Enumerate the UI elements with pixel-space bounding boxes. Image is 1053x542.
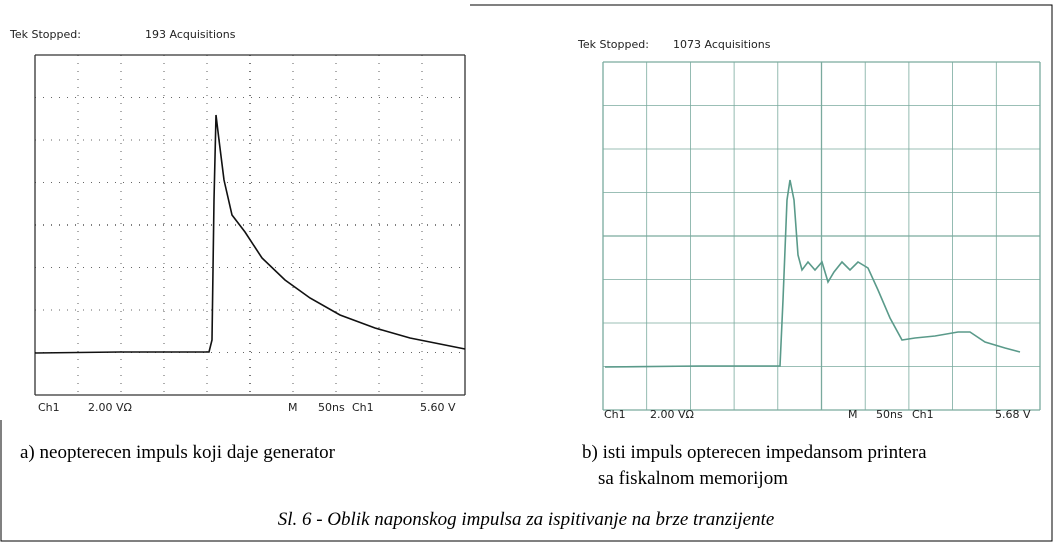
figure: Tek Stopped: 193 Acquisitions Ch1 2.00 V… bbox=[0, 0, 1053, 542]
figure-caption: Sl. 6 - Oblik naponskog impulsa za ispit… bbox=[278, 509, 775, 530]
scope-trigger-channel: Ch1 bbox=[912, 408, 934, 421]
scope-acquisitions: 193 Acquisitions bbox=[145, 28, 236, 41]
panel-caption: a) neopterecen impuls koji daje generato… bbox=[20, 442, 336, 463]
scope-trigger-level: 5.68 V bbox=[995, 408, 1031, 421]
scope-timebase: 50ns bbox=[876, 408, 903, 421]
scope-scale: 2.00 VΩ bbox=[88, 401, 132, 414]
scope-scale: 2.00 VΩ bbox=[650, 408, 694, 421]
panel-caption: b) isti impuls opterecen impedansom prin… bbox=[582, 442, 927, 463]
scope-timebase-label: M bbox=[288, 401, 298, 414]
scope-acquisitions: 1073 Acquisitions bbox=[673, 38, 771, 51]
scope-status: Tek Stopped: bbox=[577, 38, 649, 51]
scope-timebase-label: M bbox=[848, 408, 858, 421]
scope-trigger-channel: Ch1 bbox=[352, 401, 374, 414]
scope-trigger-level: 5.60 V bbox=[420, 401, 456, 414]
scope-status: Tek Stopped: bbox=[9, 28, 81, 41]
scope-channel: Ch1 bbox=[38, 401, 60, 414]
scope-channel: Ch1 bbox=[604, 408, 626, 421]
panel-caption: sa fiskalnom memorijom bbox=[598, 468, 788, 489]
scope-timebase: 50ns bbox=[318, 401, 345, 414]
